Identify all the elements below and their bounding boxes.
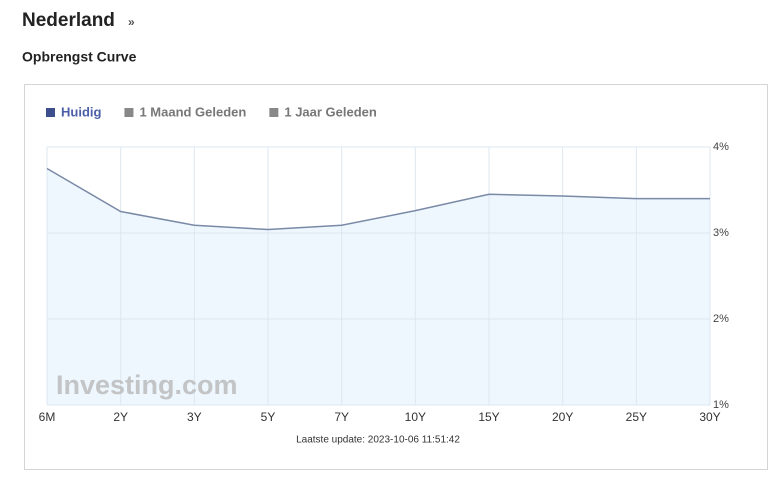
x-tick-label: 30Y [699, 410, 720, 424]
x-tick-label: 15Y [478, 410, 499, 424]
area [47, 168, 710, 405]
x-tick-label: 5Y [261, 410, 276, 424]
chart-title: Opbrengst Curve [22, 49, 137, 65]
y-tick-label: 3% [713, 227, 729, 239]
x-tick-label: 20Y [552, 410, 573, 424]
line [46, 167, 710, 231]
x-tick-label: 2Y [113, 410, 128, 424]
legend-swatch[interactable] [124, 108, 134, 117]
y-tick-label: 4% [713, 141, 729, 153]
x-tick-label: 25Y [626, 410, 647, 424]
watermark: Investing.com [56, 370, 238, 400]
legend-label[interactable]: 1 Jaar Geleden [284, 104, 377, 119]
legend-label[interactable]: Huidig [61, 104, 101, 119]
y-tick-label: 2% [713, 313, 729, 325]
x-tick-label: 6M [39, 410, 56, 424]
heading-link[interactable]: » [128, 15, 135, 29]
legend-swatch[interactable] [46, 108, 55, 117]
y-tick-label: 1% [713, 399, 729, 411]
heading[interactable]: Nederland [22, 10, 115, 31]
x-tick-label: 3Y [187, 410, 202, 424]
legend-label[interactable]: 1 Maand Geleden [139, 104, 246, 119]
legend-swatch[interactable] [269, 108, 279, 117]
x-tick-label: 10Y [405, 410, 426, 424]
x-tick-label: 7Y [334, 410, 349, 424]
footer: Laatste update: 2023-10-06 11:51:42 [296, 435, 460, 446]
